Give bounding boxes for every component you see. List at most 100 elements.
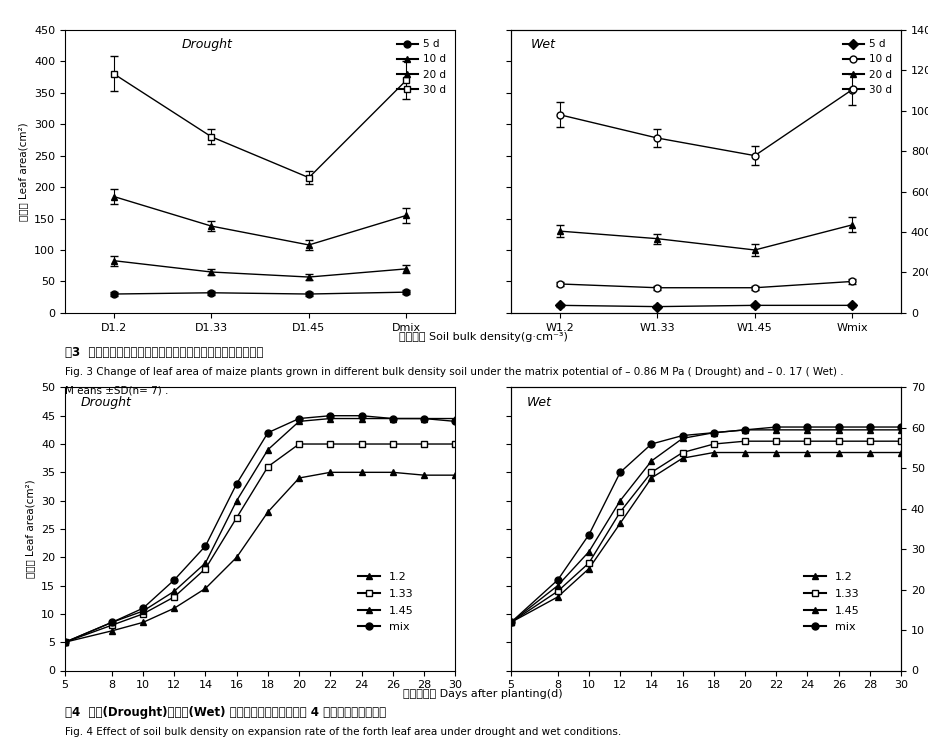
1.33 [106,621,117,630]
mix [200,542,211,551]
1.2 [59,638,71,647]
Y-axis label: 叶面积 Leaf area(cm²): 叶面积 Leaf area(cm²) [19,122,29,221]
1.45 [677,454,688,463]
Text: 图4  干旱(Drought)和湿润(Wet) 条件下土壤容重对玉米第 4 叶叶面积扩展的影响: 图4 干旱(Drought)和湿润(Wet) 条件下土壤容重对玉米第 4 叶叶面… [65,706,386,719]
mix [355,411,367,420]
mix [293,414,304,423]
mix [231,479,242,488]
1.33 [325,440,336,448]
1.33 [707,440,718,448]
Text: Drought: Drought [81,396,132,409]
1.45 [770,448,781,457]
Legend: 1.2, 1.33, 1.45, mix: 1.2, 1.33, 1.45, mix [354,568,418,637]
1.33 [645,468,656,477]
1.45 [832,448,844,457]
1.45 [801,448,812,457]
1.33 [677,448,688,457]
Line: 1.2: 1.2 [61,415,458,646]
Line: 1.45: 1.45 [61,469,458,646]
mix [262,428,273,437]
1.2 [551,581,562,590]
1.2 [293,417,304,426]
1.45 [387,468,398,477]
1.2 [106,618,117,627]
1.2 [832,425,844,434]
1.33 [231,513,242,522]
1.2 [895,425,906,434]
mix [106,618,117,627]
Text: Wet: Wet [526,396,551,409]
1.2 [325,414,336,423]
1.45 [739,448,750,457]
1.45 [200,584,211,593]
mix [551,575,562,584]
Line: mix: mix [507,424,904,626]
1.45 [262,507,273,516]
1.33 [614,507,625,516]
Text: M eans ±SD(n= 7) .: M eans ±SD(n= 7) . [65,386,168,396]
1.45 [293,474,304,483]
mix [505,618,516,627]
1.33 [895,437,906,446]
1.2 [583,547,594,556]
1.33 [293,440,304,448]
1.33 [418,440,429,448]
1.45 [169,603,180,612]
1.33 [770,437,781,446]
1.45 [106,627,117,635]
Y-axis label: 叶面积 Leaf area(cm²): 叶面积 Leaf area(cm²) [26,480,35,578]
1.33 [387,440,398,448]
1.2 [418,414,429,423]
mix [677,431,688,440]
Text: 移栽后天数 Days after planting(d): 移栽后天数 Days after planting(d) [403,689,562,699]
Text: Drought: Drought [182,38,233,51]
1.45 [895,448,906,457]
Text: Fig. 3 Change of leaf area of maize plants grown in different bulk density soil : Fig. 3 Change of leaf area of maize plan… [65,367,843,377]
1.33 [262,462,273,471]
Line: 1.2: 1.2 [507,426,904,626]
mix [325,411,336,420]
1.2 [355,414,367,423]
1.33 [200,564,211,573]
mix [583,530,594,539]
1.33 [551,587,562,596]
1.2 [739,425,750,434]
Text: Fig. 4 Effect of soil bulk density on expansion rate of the forth leaf area unde: Fig. 4 Effect of soil bulk density on ex… [65,727,621,737]
mix [863,422,874,431]
1.45 [325,468,336,477]
Text: 土壤容重 Soil bulk density(g·cm⁻³): 土壤容重 Soil bulk density(g·cm⁻³) [398,332,567,341]
1.33 [137,609,148,618]
1.2 [677,434,688,443]
1.33 [355,440,367,448]
1.2 [707,428,718,437]
1.45 [583,564,594,573]
1.45 [231,553,242,562]
1.33 [583,559,594,568]
1.45 [355,468,367,477]
Legend: 5 d, 10 d, 20 d, 30 d: 5 d, 10 d, 20 d, 30 d [838,35,895,99]
mix [645,440,656,448]
Line: 1.45: 1.45 [507,449,904,626]
Line: 1.33: 1.33 [61,440,458,646]
1.45 [137,618,148,627]
Line: 1.33: 1.33 [507,438,904,626]
1.45 [59,638,71,647]
1.33 [169,592,180,601]
1.45 [863,448,874,457]
mix [169,575,180,584]
mix [137,603,148,612]
1.2 [645,457,656,466]
1.2 [137,606,148,615]
1.33 [449,440,460,448]
1.45 [707,448,718,457]
1.33 [832,437,844,446]
1.2 [200,559,211,568]
Text: Wet: Wet [530,38,555,51]
mix [832,422,844,431]
mix [387,414,398,423]
Legend: 1.2, 1.33, 1.45, mix: 1.2, 1.33, 1.45, mix [799,568,863,637]
1.2 [449,414,460,423]
1.33 [505,618,516,627]
mix [418,414,429,423]
1.45 [645,474,656,483]
